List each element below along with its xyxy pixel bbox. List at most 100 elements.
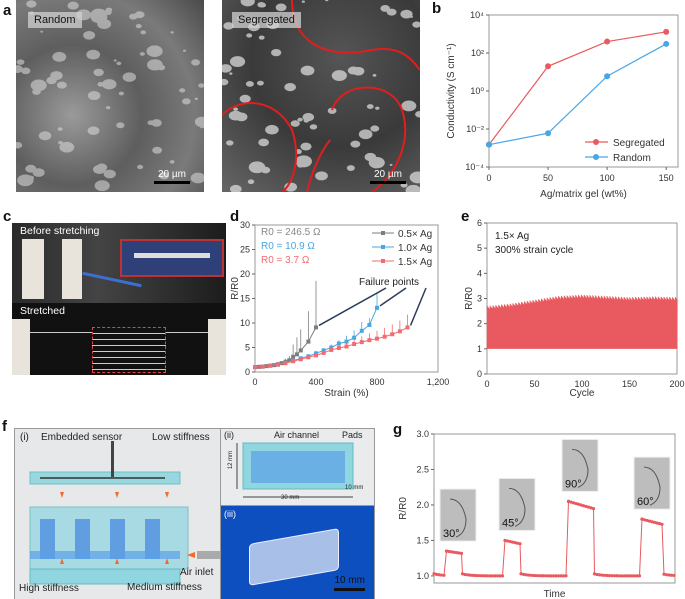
data-point [615,574,619,578]
clamp-right [208,319,226,375]
silver-flake [101,79,117,90]
data-point [513,541,517,545]
chart-strain: 0 400 800 1,200 0 5 10 15 20 25 30 Strain (%) R/R0 0.… [230,220,449,399]
data-point [521,572,526,576]
data-point [574,501,578,506]
data-point [529,573,533,577]
silver-flake [140,30,147,35]
chart-bending: 1.0 1.5 2.0 2.5 3.0 Time R/R0 30° 45° 90° 60° [398,429,676,599]
silver-flake [151,119,162,127]
data-point [314,353,318,358]
data-point [586,505,591,509]
data-point [667,573,671,577]
gripper-icon [508,487,526,527]
silver-flake [87,91,101,101]
silver-flake [116,122,125,129]
x-axis-label: Ag/matrix gel (wt%) [540,189,627,200]
data-point [390,332,395,337]
data-point [544,574,548,578]
data-point [298,357,303,362]
silver-flake [265,124,279,135]
clamp-left [12,319,30,375]
angle-label: 90° [565,478,582,490]
y-tick-label: 25 [240,245,250,255]
actuator-diagram [29,441,221,585]
silver-flake [389,163,393,166]
data-point [268,363,273,368]
label-i: (i) [20,432,29,443]
scale-10mm: 10 mm [334,575,365,591]
y-axis-label: R/R0 [464,287,475,310]
failure-arrow [318,287,387,327]
y-tick-label: 3.0 [416,429,429,439]
data-point [468,573,472,577]
x-axis-label: Time [544,589,566,599]
label-iii: (iii) [224,509,236,519]
silver-flake [222,78,229,86]
panel-b-label: b [432,0,442,17]
y-tick-label: 1.5 [416,535,429,545]
silver-flake [300,142,312,151]
data-point [630,574,634,578]
y-tick-label: 30 [240,220,250,230]
note-strain-cycle: 300% strain cycle [495,245,574,256]
silver-flake [245,81,254,87]
data-point [473,573,477,578]
x-tick-label: 50 [529,379,539,389]
silver-flake [38,131,52,141]
data-point [551,574,556,578]
y-tick-label: 0 [245,367,250,377]
medium-stiffness-label: Medium stiffness [127,582,202,593]
data-point [344,344,349,349]
panel-g-label: g [393,421,403,438]
data-point [294,352,299,357]
silver-flake [93,68,104,77]
data-point [660,522,664,526]
silver-flake [147,120,155,126]
silver-flake [105,106,111,110]
x-tick-label: 100 [574,379,589,389]
actuator-photo [249,528,339,586]
high-stiffness-label: High stiffness [19,583,79,594]
data-point [635,574,639,578]
silver-flake [375,106,380,110]
data-point [503,538,507,543]
y-tick-label: 10⁻⁴ [465,162,484,172]
legend-marker [381,259,385,263]
data-point [475,573,480,578]
data-point [359,328,364,333]
series-line-random [488,43,667,146]
data-point [559,574,563,578]
data-point [650,520,654,524]
data-point [607,573,612,578]
silver-flake [87,126,100,135]
silver-flake [352,66,365,76]
data-point [490,574,495,578]
data-point [260,364,265,369]
data-point [662,572,666,576]
data-point [515,541,520,545]
data-point [505,539,510,543]
sem-image-segregated: Segregated 20 µm [222,0,420,192]
inset-photo-30° [439,488,477,542]
silver-flake [40,30,44,33]
data-point [485,574,490,578]
silver-flake [350,140,361,148]
silver-flake [194,116,204,128]
data-point [454,551,459,555]
x-tick-label: 0 [252,377,257,387]
silver-flake [246,33,253,38]
r0-label-15: R0 = 3.7 Ω [261,255,310,266]
data-point [465,573,470,577]
silver-flake [94,180,110,192]
silver-flake [32,88,41,95]
data-point [298,348,303,353]
data-point [571,501,576,505]
clamp-left [22,239,44,299]
legend-label: 1.5× Ag [398,257,432,268]
inset-photo-90° [561,438,599,492]
y-tick-label: 15 [240,294,250,304]
y-axis-label: R/R0 [230,277,241,300]
data-point [604,73,611,80]
